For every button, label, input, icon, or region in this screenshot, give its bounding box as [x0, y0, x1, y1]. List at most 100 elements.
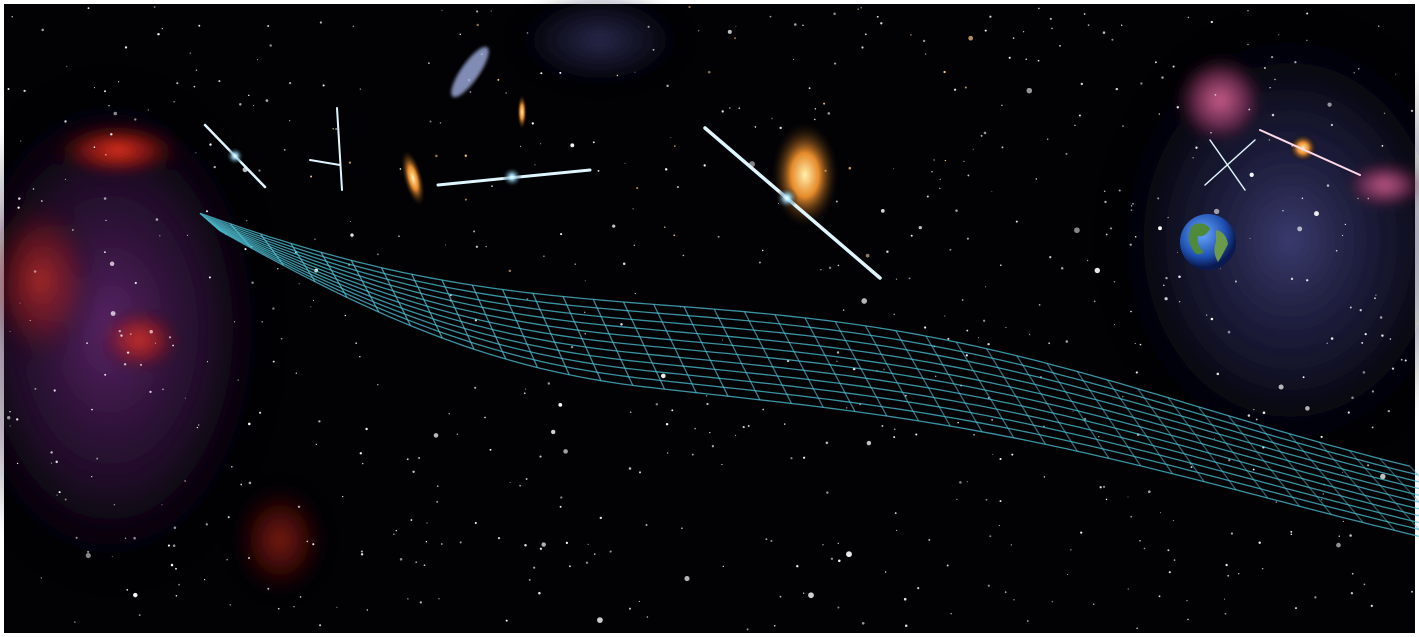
star — [1330, 337, 1334, 340]
star — [239, 103, 242, 106]
star — [1132, 202, 1134, 205]
star — [968, 35, 974, 41]
star — [23, 89, 26, 93]
grid-line — [501, 289, 539, 368]
star — [456, 433, 458, 435]
star — [445, 244, 447, 246]
star — [1094, 267, 1101, 274]
star — [1306, 279, 1309, 282]
star — [808, 592, 814, 599]
star — [149, 329, 153, 334]
star — [1349, 306, 1352, 309]
star — [87, 7, 90, 10]
star — [1001, 104, 1003, 107]
star — [1164, 297, 1168, 301]
star — [931, 170, 933, 173]
star — [1379, 316, 1383, 319]
star — [1381, 145, 1384, 147]
star — [395, 529, 398, 532]
star — [1214, 94, 1217, 96]
star — [1410, 109, 1414, 113]
continent — [1189, 223, 1210, 255]
star — [834, 62, 837, 65]
star — [814, 108, 817, 110]
star — [218, 80, 221, 83]
star — [735, 434, 737, 436]
star — [928, 538, 931, 541]
star — [64, 498, 67, 501]
star — [277, 607, 280, 610]
star — [1038, 7, 1040, 10]
star — [597, 617, 603, 623]
star — [485, 245, 487, 248]
star — [947, 337, 950, 340]
star — [459, 33, 462, 36]
grid-line — [864, 325, 920, 422]
grid-line — [1076, 371, 1142, 467]
star — [509, 481, 511, 484]
star — [310, 175, 313, 178]
star — [560, 496, 563, 499]
star — [1158, 113, 1161, 115]
star — [1127, 496, 1129, 498]
star — [138, 614, 141, 617]
star — [620, 323, 623, 326]
star — [459, 541, 462, 544]
star — [910, 34, 912, 36]
star — [894, 512, 897, 515]
star — [1206, 314, 1208, 316]
star — [519, 145, 522, 147]
star — [359, 88, 362, 90]
star — [1314, 596, 1317, 599]
star — [1314, 211, 1319, 217]
star — [1105, 233, 1108, 236]
star — [299, 596, 302, 598]
star — [448, 412, 450, 415]
star — [526, 32, 529, 34]
star — [634, 71, 636, 73]
star — [861, 46, 864, 49]
grid-line — [441, 279, 475, 350]
star — [823, 102, 826, 105]
star — [7, 416, 11, 420]
star — [134, 281, 137, 285]
star — [418, 457, 421, 459]
star — [66, 65, 68, 67]
grid-line — [1379, 458, 1419, 504]
star — [1136, 627, 1138, 630]
star — [963, 160, 965, 163]
star — [56, 494, 58, 496]
star — [1048, 342, 1051, 345]
star — [1078, 114, 1081, 117]
star — [1013, 599, 1015, 601]
star — [1249, 237, 1251, 239]
star — [1049, 256, 1052, 259]
star — [989, 15, 992, 18]
star — [85, 553, 91, 559]
star — [523, 392, 526, 395]
star — [758, 261, 761, 264]
star — [19, 302, 21, 304]
star — [1341, 234, 1344, 237]
star — [558, 403, 563, 407]
star — [528, 578, 531, 581]
star — [540, 143, 542, 145]
star — [229, 604, 232, 606]
star — [893, 436, 896, 439]
star — [248, 422, 251, 426]
star — [647, 25, 650, 28]
star — [1051, 600, 1054, 603]
star — [950, 613, 952, 615]
star — [464, 154, 467, 157]
star — [473, 230, 476, 233]
star — [159, 235, 161, 237]
star — [104, 251, 106, 253]
star — [134, 118, 137, 121]
star — [248, 481, 252, 485]
star — [1154, 61, 1157, 64]
star — [861, 298, 868, 304]
star — [258, 169, 261, 172]
star — [173, 526, 177, 529]
star — [1035, 178, 1038, 180]
star — [646, 616, 649, 618]
